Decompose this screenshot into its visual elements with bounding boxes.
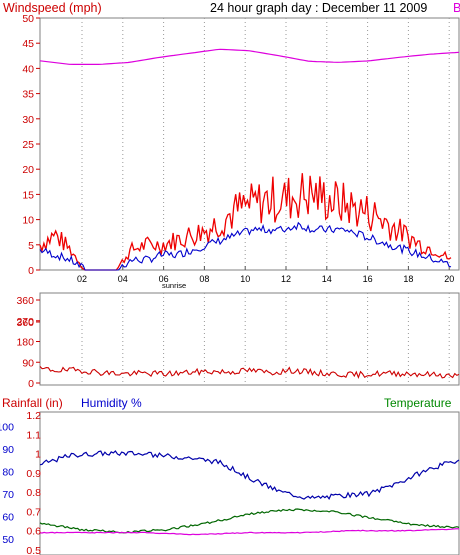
graph-title: 24 hour graph day : December 11 2009 bbox=[210, 1, 427, 15]
wind-x-tick-label: 20 bbox=[444, 274, 454, 284]
humidity-line bbox=[39, 450, 460, 500]
wind-x-tick-label: 02 bbox=[77, 274, 87, 284]
dir-y-tick-label: 270 bbox=[16, 316, 34, 328]
pressure-line bbox=[39, 48, 460, 65]
sunrise-label: sunrise bbox=[162, 281, 186, 290]
wind-y-tick-label: 40 bbox=[22, 63, 34, 75]
wind-y-tick-label: 10 bbox=[22, 215, 34, 227]
rain-y-tick-label: 1.1 bbox=[26, 429, 41, 441]
wind-x-tick-label: 12 bbox=[281, 274, 291, 284]
wind-y-tick-label: 15 bbox=[22, 189, 34, 201]
wind-y-tick-label: 20 bbox=[22, 164, 34, 176]
wind-x-tick-label: 18 bbox=[403, 274, 413, 284]
rain-y-tick-label: 1 bbox=[35, 449, 41, 461]
gust-line bbox=[39, 173, 452, 271]
humidity-title: Humidity % bbox=[81, 396, 142, 410]
dir-y-tick-label: 90 bbox=[22, 357, 34, 369]
wind-y-tick-label: 0 bbox=[28, 265, 34, 277]
wind-y-tick-label: 35 bbox=[22, 89, 34, 101]
humidity-y-tick-label: 80 bbox=[2, 466, 14, 478]
pressure-marker: B bbox=[453, 1, 460, 15]
wind-direction-line bbox=[39, 366, 460, 379]
wind-y-tick-label: 45 bbox=[22, 38, 34, 50]
wind-y-tick-label: 5 bbox=[28, 240, 34, 252]
rain-y-tick-label: 0.8 bbox=[26, 487, 41, 499]
humidity-y-tick-label: 70 bbox=[2, 489, 14, 501]
wind-x-tick-label: 08 bbox=[199, 274, 209, 284]
windspeed-title: Windspeed (mph) bbox=[3, 1, 102, 15]
rain-y-tick-label: 0.9 bbox=[26, 468, 41, 480]
humidity-y-tick-label: 50 bbox=[2, 534, 14, 546]
humidity-y-tick-label: 100 bbox=[0, 421, 14, 433]
wind-y-tick-label: 50 bbox=[22, 13, 34, 25]
humidity-y-tick-label: 60 bbox=[2, 511, 14, 523]
direction-panel-frame bbox=[39, 292, 460, 386]
rain-y-tick-label: 1.2 bbox=[26, 410, 41, 422]
dir-y-tick-label: 0 bbox=[28, 378, 34, 390]
dir-y-tick-label: 180 bbox=[16, 337, 34, 349]
wind-y-tick-label: 30 bbox=[22, 114, 34, 126]
wind-x-tick-label: 06 bbox=[159, 274, 169, 284]
humidity-y-tick-label: 90 bbox=[2, 444, 14, 456]
wind-y-tick-label: 25 bbox=[22, 139, 34, 151]
wind-x-tick-label: 16 bbox=[363, 274, 373, 284]
temperature-line bbox=[39, 508, 460, 534]
average-wind-line bbox=[39, 221, 452, 271]
climate-panel-frame bbox=[39, 411, 460, 555]
temperature-title: Temperature bbox=[384, 396, 452, 410]
rainfall-title: Rainfall (in) bbox=[2, 396, 63, 410]
wind-x-tick-label: 14 bbox=[322, 274, 332, 284]
rain-y-tick-label: 0.5 bbox=[26, 545, 41, 555]
rain-y-tick-label: 0.6 bbox=[26, 526, 41, 538]
dir-y-tick-label: 360 bbox=[16, 295, 34, 307]
wind-panel-frame bbox=[39, 17, 460, 271]
wind-x-tick-label: 10 bbox=[240, 274, 250, 284]
dir-y-tick-label: 360 bbox=[16, 317, 34, 329]
rainfall-line bbox=[39, 528, 460, 536]
wind-x-tick-label: 04 bbox=[118, 274, 128, 284]
rain-y-tick-label: 0.7 bbox=[26, 506, 41, 518]
